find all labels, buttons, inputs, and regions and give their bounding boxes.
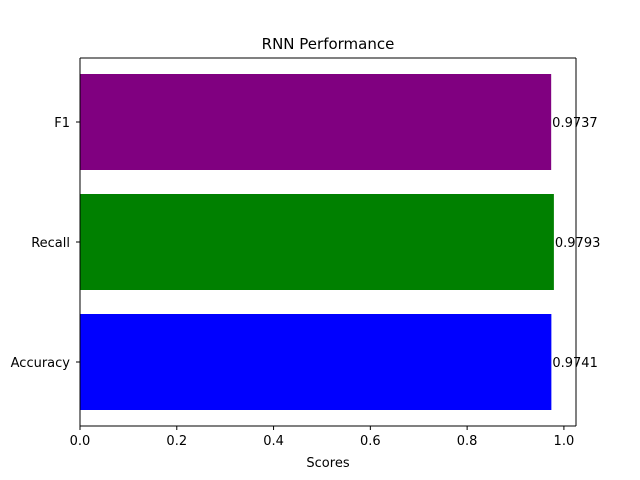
value-label-recall: 0.9793 <box>555 236 601 251</box>
x-tick-label: 1.0 <box>554 434 575 449</box>
x-axis-label: Scores <box>306 456 349 471</box>
y-tick-label-accuracy: Accuracy <box>11 356 71 371</box>
x-tick-label: 0.8 <box>457 434 478 449</box>
bar-recall <box>80 194 554 290</box>
x-tick-label: 0.0 <box>70 434 91 449</box>
chart-title: RNN Performance <box>262 35 395 53</box>
bar-accuracy <box>80 314 552 410</box>
bar-f1 <box>80 74 552 170</box>
value-label-f1: 0.9737 <box>552 116 598 131</box>
y-tick-label-recall: Recall <box>31 236 70 251</box>
value-label-accuracy: 0.9741 <box>552 356 598 371</box>
y-tick-label-f1: F1 <box>54 116 70 131</box>
x-tick-label: 0.4 <box>263 434 284 449</box>
axes-layer: Accuracy Recall F1 0.0 0.2 0.4 0.6 0.8 1.0 <box>11 57 577 449</box>
x-tick-label: 0.2 <box>166 434 187 449</box>
x-tick-label: 0.6 <box>360 434 381 449</box>
bars-layer: 0.9741 0.9793 0.9737 <box>80 74 600 410</box>
